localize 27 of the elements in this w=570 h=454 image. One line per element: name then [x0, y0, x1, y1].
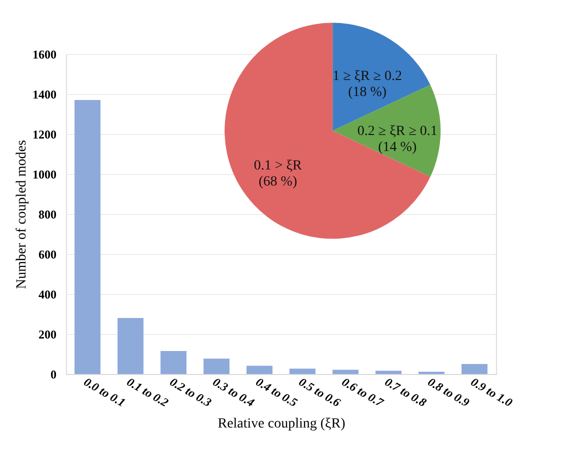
bar [376, 370, 402, 374]
data-label: (14 %) [378, 140, 417, 155]
y-tick-label: 400 [38, 288, 56, 302]
y-tick-label: 1600 [32, 48, 56, 62]
data-label: (18 %) [348, 85, 387, 100]
pie-slice [332, 84, 440, 177]
bar [462, 364, 488, 374]
y-tick-label: 1200 [32, 128, 56, 142]
y-tick-label: 1400 [32, 88, 56, 102]
data-label: (68 %) [258, 174, 298, 190]
y-tick-label: 0 [50, 368, 56, 382]
bar [204, 358, 230, 374]
bar [74, 100, 100, 374]
bar [118, 318, 144, 374]
y-tick-label: 600 [38, 248, 56, 262]
y-axis-title: Number of coupled modes [14, 140, 30, 289]
bar [246, 366, 272, 374]
slice-label: 0.2 ≥ ξR ≥ 0.1 [357, 124, 438, 139]
y-tick-label: 800 [38, 208, 56, 222]
y-tick-label: 1000 [32, 168, 56, 182]
slice-label: 1 ≥ ξR ≥ 0.2 [332, 69, 402, 84]
slice-label: 0.1 > ξR [254, 158, 303, 174]
bar [160, 351, 186, 374]
x-axis-title: Relative coupling (ξR) [218, 416, 346, 432]
y-tick-label: 200 [38, 328, 56, 342]
bar [290, 368, 316, 374]
bar [332, 370, 358, 374]
